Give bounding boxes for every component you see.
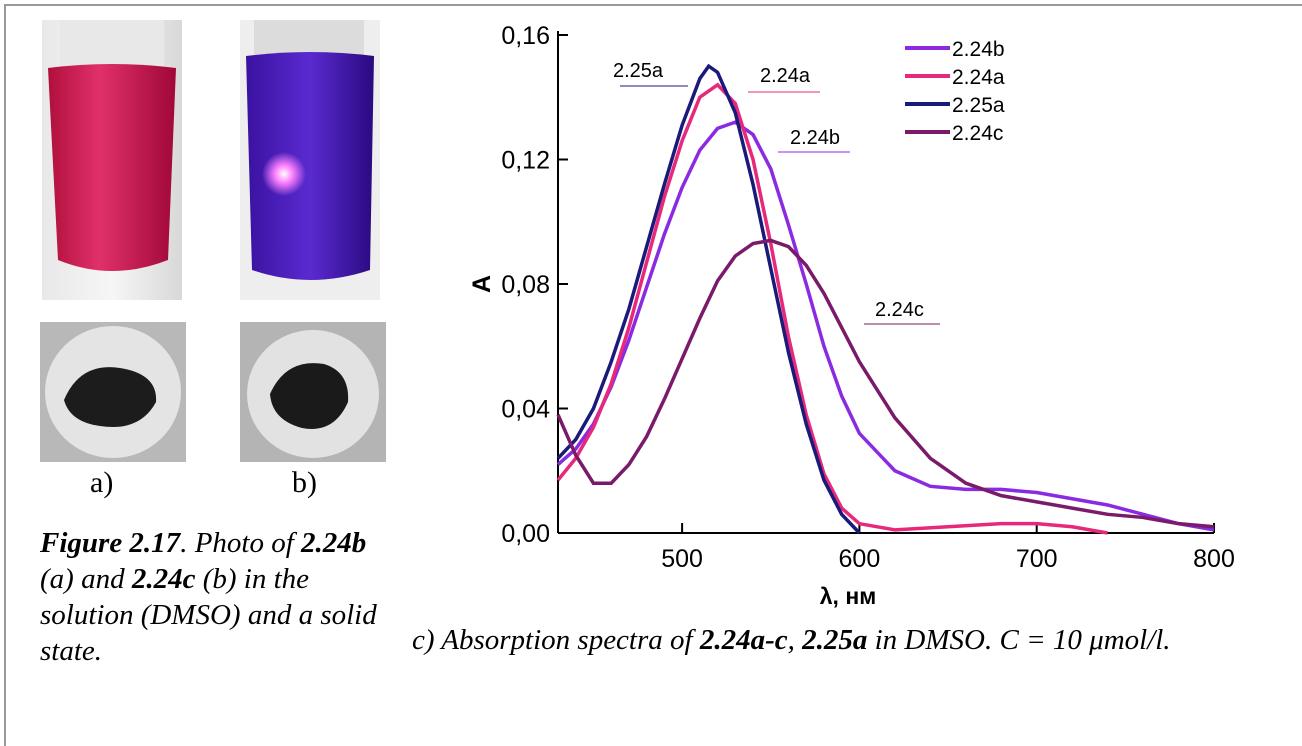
series-line [556,82,1108,535]
photo-solution-b [240,20,380,300]
y-tick-label: 0,08 [501,271,550,299]
caption-run: Figure 2.17 [40,527,181,559]
annotation: 2.24c [875,299,924,321]
caption-run: (b) in the solution (DMSO) and a solid s… [40,563,377,667]
caption-run: . Photo of [180,527,302,559]
annotation: 2.25a [613,60,664,82]
caption-run: (a) and [40,563,132,595]
annotation: 2.24b [790,127,840,149]
legend-label: 2.24c [952,122,1003,145]
frame [4,4,1302,746]
caption-run: c) Absorption spectra of [412,624,700,656]
photo-solid-b [240,322,386,462]
y-tick-label: 0,16 [501,22,550,50]
y-axis-label: A [468,275,496,293]
photo-label: a) [90,466,114,499]
caption-run: in DMSO. C = 10 μmol/l. [867,624,1171,656]
series-line [556,238,1215,529]
legend-label: 2.24a [952,66,1005,89]
series-line [556,120,1215,532]
caption-run: , [787,624,803,656]
caption-run: 2.24a-c [699,624,788,656]
x-tick-label: 600 [839,545,881,573]
caption-left: Figure 2.17. Photo of 2.24b (a) and 2.24… [40,525,400,669]
caption-run: 2.24c [131,563,196,595]
x-tick-label: 800 [1193,545,1235,573]
x-axis-label: λ, нм [820,583,876,609]
caption-run: 2.24b [301,527,367,559]
photo-solid-a [40,322,186,462]
caption-right: c) Absorption spectra of 2.24a-c, 2.25a … [412,622,1292,658]
caption-run: 2.25a [802,624,868,656]
y-tick-label: 0,00 [501,520,550,548]
photo-label: b) [292,466,317,499]
x-tick-label: 700 [1016,545,1058,573]
photo-solution-a [42,20,182,300]
y-tick-label: 0,12 [501,147,550,175]
x-tick-label: 500 [661,545,703,573]
legend-label: 2.24b [952,38,1005,61]
y-tick-label: 0,04 [501,396,550,424]
annotation: 2.24a [760,65,811,87]
series-line [556,63,861,535]
legend-label: 2.25a [952,94,1005,117]
